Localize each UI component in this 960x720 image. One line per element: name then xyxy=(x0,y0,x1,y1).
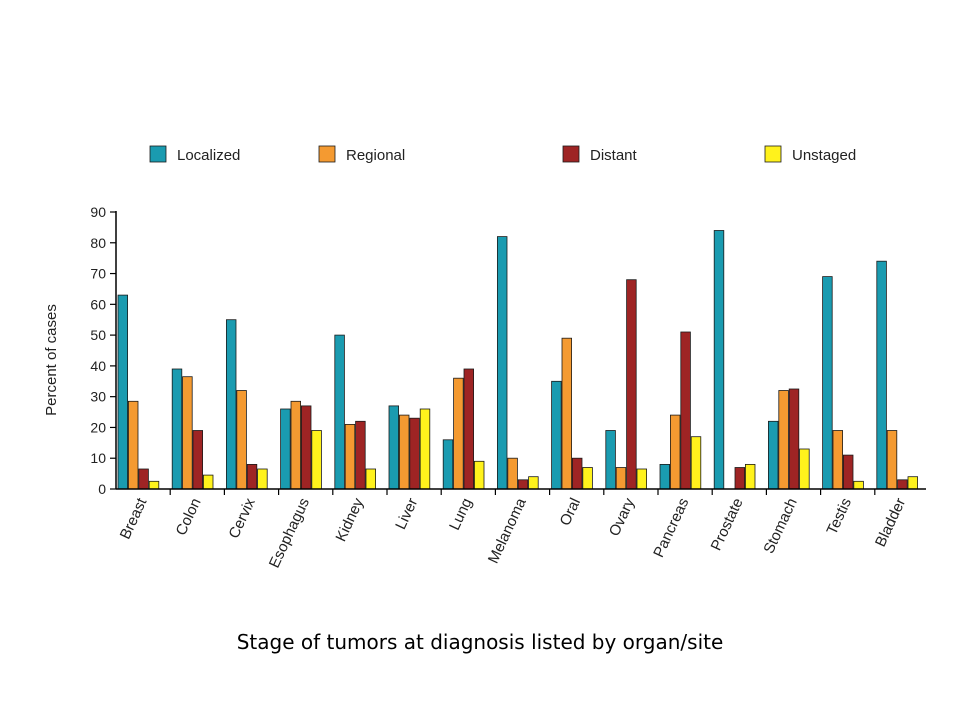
bar-pancreas-localized xyxy=(659,463,671,490)
y-tick-label: 80 xyxy=(90,235,106,251)
legend-swatch-localized xyxy=(149,145,167,163)
x-tick-label-testis: Testis xyxy=(823,496,855,538)
bar-cervix-unstaged xyxy=(257,468,268,490)
bar-oral-localized xyxy=(551,380,562,490)
bar-breast-localized xyxy=(117,294,129,490)
y-axis-label: Percent of cases xyxy=(43,304,60,416)
bar-kidney-localized xyxy=(334,334,345,490)
bar-testis-distant xyxy=(843,454,854,490)
bar-bladder-unstaged xyxy=(907,476,919,490)
x-tick-label-esophagus: Esophagus xyxy=(266,496,313,571)
bar-melanoma-unstaged xyxy=(528,476,539,490)
x-tick-label-cervix: Cervix xyxy=(225,495,259,541)
bar-testis-unstaged xyxy=(853,480,864,490)
bar-breast-distant xyxy=(138,468,149,490)
bar-melanoma-distant xyxy=(517,479,529,490)
bar-stomach-regional xyxy=(778,390,789,490)
y-tick-label: 0 xyxy=(98,481,106,497)
bar-cervix-regional xyxy=(236,390,247,490)
bar-bladder-distant xyxy=(897,479,908,490)
legend-label-unstaged: Unstaged xyxy=(792,147,856,164)
bar-lung-distant xyxy=(463,368,475,490)
x-tick-label-colon: Colon xyxy=(173,496,205,539)
bar-pancreas-regional xyxy=(670,414,681,490)
x-tick-label-liver: Liver xyxy=(392,496,421,533)
bar-bladder-localized xyxy=(876,260,887,490)
y-tick-label: 30 xyxy=(90,389,106,405)
bar-oral-unstaged xyxy=(582,467,593,490)
bar-testis-regional xyxy=(832,430,844,490)
legend-label-distant: Distant xyxy=(590,147,638,164)
bar-cervix-distant xyxy=(246,463,258,490)
bar-colon-localized xyxy=(171,368,183,490)
bar-ovary-unstaged xyxy=(636,468,648,490)
bar-lung-regional xyxy=(453,377,464,490)
bar-prostate-localized xyxy=(713,230,725,490)
bar-breast-unstaged xyxy=(148,480,160,490)
bar-breast-regional xyxy=(127,400,139,490)
bar-prostate-unstaged xyxy=(745,463,756,490)
bar-kidney-distant xyxy=(355,420,366,490)
bar-esophagus-localized xyxy=(280,408,291,490)
x-tick-label-melanoma: Melanoma xyxy=(485,495,530,566)
bar-colon-regional xyxy=(182,376,193,490)
y-tick-label: 90 xyxy=(90,204,106,220)
x-tick-label-pancreas: Pancreas xyxy=(650,496,692,561)
bar-testis-localized xyxy=(822,276,833,490)
bar-liver-regional xyxy=(398,414,410,490)
legend-swatch-regional xyxy=(318,145,336,163)
bar-oral-regional xyxy=(561,337,573,490)
chart-caption: Stage of tumors at diagnosis listed by o… xyxy=(236,630,724,654)
bar-stomach-unstaged xyxy=(799,448,810,490)
legend-swatch-unstaged xyxy=(764,145,782,163)
bar-kidney-unstaged xyxy=(365,468,377,490)
x-tick-label-ovary: Ovary xyxy=(606,495,639,539)
bar-esophagus-unstaged xyxy=(311,430,322,490)
bar-pancreas-distant xyxy=(680,331,691,490)
bar-lung-localized xyxy=(442,439,454,490)
legend-swatch-distant xyxy=(562,145,580,163)
bar-oral-distant xyxy=(572,457,583,490)
x-tick-label-stomach: Stomach xyxy=(760,496,800,557)
x-tick-label-kidney: Kidney xyxy=(332,495,367,544)
bar-colon-distant xyxy=(192,430,204,490)
bar-colon-unstaged xyxy=(202,474,214,490)
y-tick-label: 10 xyxy=(90,450,106,466)
bar-melanoma-localized xyxy=(496,236,508,490)
x-tick-label-prostate: Prostate xyxy=(708,496,747,554)
bar-liver-unstaged xyxy=(419,408,431,490)
bar-liver-localized xyxy=(388,405,400,490)
x-tick-label-bladder: Bladder xyxy=(872,496,909,550)
bar-stomach-distant xyxy=(788,388,800,490)
y-tick-label: 20 xyxy=(90,419,106,435)
bar-ovary-distant xyxy=(626,279,637,490)
legend-label-localized: Localized xyxy=(177,147,240,164)
bar-melanoma-regional xyxy=(507,457,518,490)
chart-axes: 0 10 20 30 40 50 60 70 80 90 Breast Colon Cervix Esop… xyxy=(90,204,926,571)
bar-kidney-regional xyxy=(344,423,356,490)
chart-legend: Localized Regional Distant Unstaged xyxy=(149,145,856,164)
bar-lung-unstaged xyxy=(473,460,485,490)
bar-ovary-regional xyxy=(615,467,627,490)
bar-marks xyxy=(117,230,919,490)
x-tick-label-lung: Lung xyxy=(446,496,476,533)
y-tick-label: 40 xyxy=(90,358,106,374)
legend-label-regional: Regional xyxy=(346,147,405,164)
y-tick-label: 50 xyxy=(90,327,106,343)
y-tick-label: 60 xyxy=(90,296,106,312)
bar-ovary-localized xyxy=(605,430,616,490)
bar-pancreas-unstaged xyxy=(690,436,702,490)
bar-bladder-regional xyxy=(886,430,898,490)
bar-stomach-localized xyxy=(768,420,779,490)
bar-liver-distant xyxy=(409,417,420,490)
bar-esophagus-distant xyxy=(300,405,312,490)
bar-esophagus-regional xyxy=(290,400,302,490)
y-tick-label: 70 xyxy=(90,266,106,282)
x-tick-label-oral: Oral xyxy=(557,496,584,529)
bar-cervix-localized xyxy=(225,319,237,490)
bar-prostate-distant xyxy=(734,467,746,490)
x-tick-label-breast: Breast xyxy=(117,495,151,542)
